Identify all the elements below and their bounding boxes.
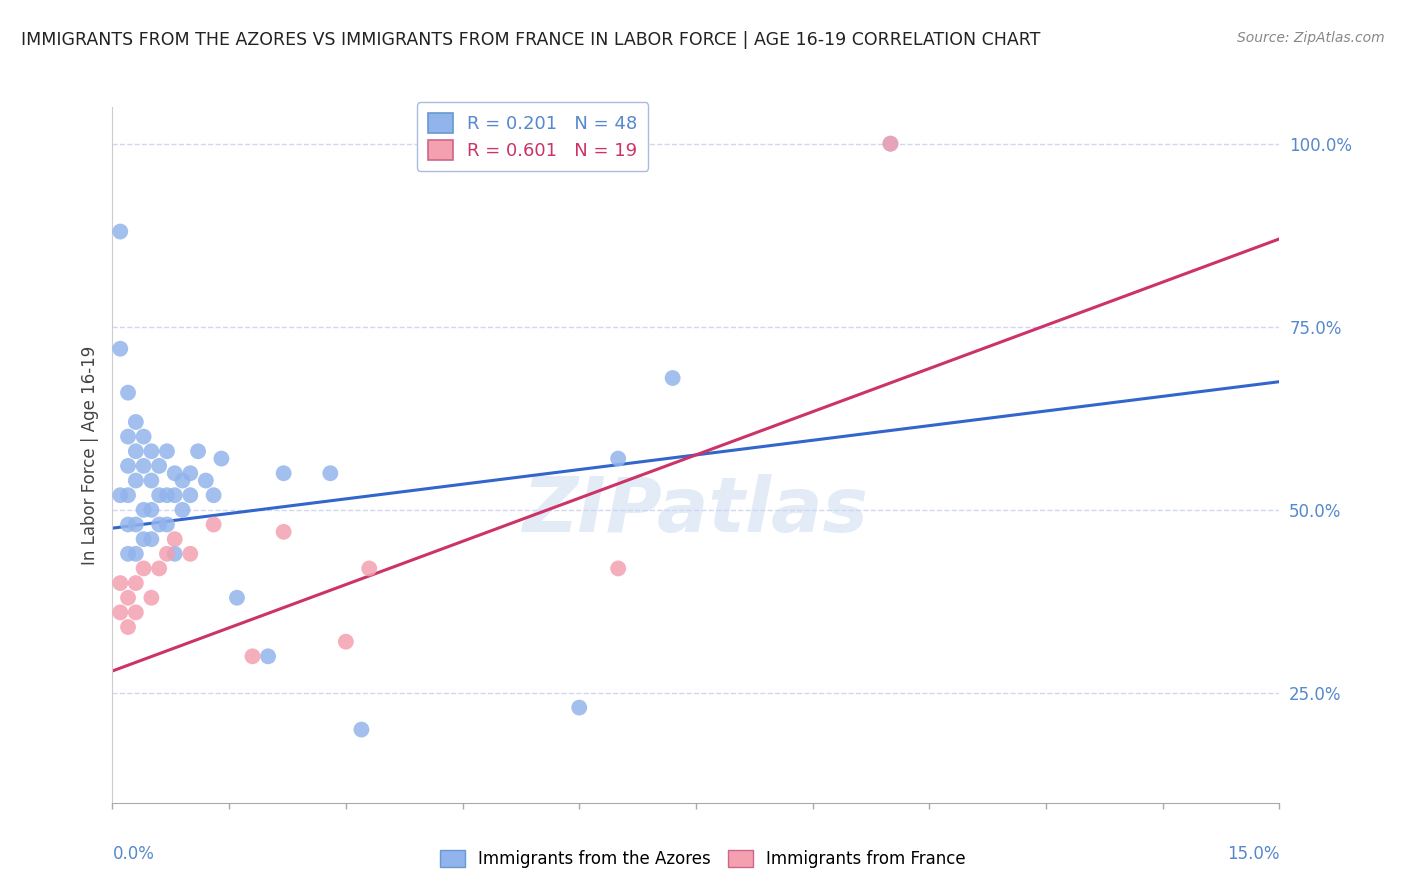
Point [242,649,264,664]
Point [132,503,155,517]
Point [226,591,249,605]
Point [879,136,901,151]
Point [879,136,901,151]
Point [117,547,139,561]
Point [125,517,148,532]
Point [335,634,357,648]
Text: IMMIGRANTS FROM THE AZORES VS IMMIGRANTS FROM FRANCE IN LABOR FORCE | AGE 16-19 : IMMIGRANTS FROM THE AZORES VS IMMIGRANTS… [21,31,1040,49]
Point [148,488,170,502]
Point [141,444,163,458]
Point [179,488,201,502]
Point [117,620,139,634]
Y-axis label: In Labor Force | Age 16-19: In Labor Force | Age 16-19 [80,345,98,565]
Point [163,488,186,502]
Point [148,561,170,575]
Point [141,503,163,517]
Point [209,451,232,466]
Point [125,576,148,591]
Point [179,547,201,561]
Point [132,561,155,575]
Point [156,517,179,532]
Text: 15.0%: 15.0% [1227,845,1279,863]
Point [607,451,630,466]
Point [141,532,163,546]
Point [187,444,209,458]
Point [194,474,217,488]
Point [257,649,280,664]
Point [110,488,132,502]
Point [132,429,155,443]
Point [156,547,179,561]
Point [110,576,132,591]
Point [273,524,295,539]
Point [125,606,148,620]
Point [163,467,186,481]
Point [132,458,155,473]
Point [172,474,194,488]
Legend: Immigrants from the Azores, Immigrants from France: Immigrants from the Azores, Immigrants f… [433,843,973,875]
Point [148,458,170,473]
Point [163,547,186,561]
Text: 0.0%: 0.0% [112,845,155,863]
Point [202,488,225,502]
Point [661,371,683,385]
Point [350,723,373,737]
Point [117,488,139,502]
Point [117,458,139,473]
Point [125,444,148,458]
Point [117,385,139,400]
Point [319,467,342,481]
Point [359,561,381,575]
Point [110,342,132,356]
Point [568,700,591,714]
Text: ZIPatlas: ZIPatlas [523,474,869,548]
Point [132,532,155,546]
Point [110,225,132,239]
Point [202,517,225,532]
Point [163,532,186,546]
Legend: R = 0.201   N = 48, R = 0.601   N = 19: R = 0.201 N = 48, R = 0.601 N = 19 [416,103,648,171]
Point [179,467,201,481]
Text: Source: ZipAtlas.com: Source: ZipAtlas.com [1237,31,1385,45]
Point [125,415,148,429]
Point [607,561,630,575]
Point [125,474,148,488]
Point [172,503,194,517]
Point [117,591,139,605]
Point [117,429,139,443]
Point [110,606,132,620]
Point [117,517,139,532]
Point [273,467,295,481]
Point [141,591,163,605]
Point [156,444,179,458]
Point [148,517,170,532]
Point [156,488,179,502]
Point [125,547,148,561]
Point [141,474,163,488]
